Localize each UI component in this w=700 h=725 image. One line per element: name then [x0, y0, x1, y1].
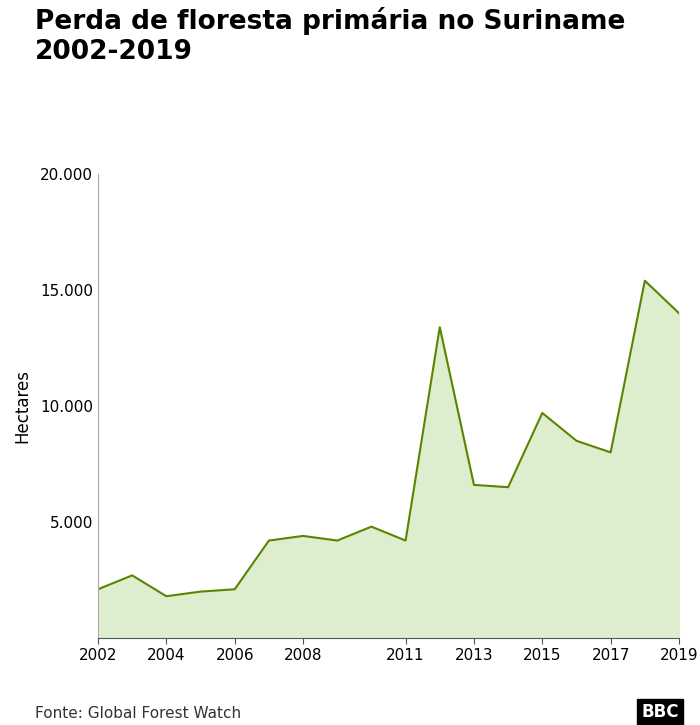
Text: BBC: BBC — [641, 703, 679, 721]
Text: Fonte: Global Forest Watch: Fonte: Global Forest Watch — [35, 706, 241, 721]
Y-axis label: Hectares: Hectares — [14, 369, 32, 443]
Text: Perda de floresta primária no Suriname 2002-2019: Perda de floresta primária no Suriname 2… — [35, 7, 625, 65]
